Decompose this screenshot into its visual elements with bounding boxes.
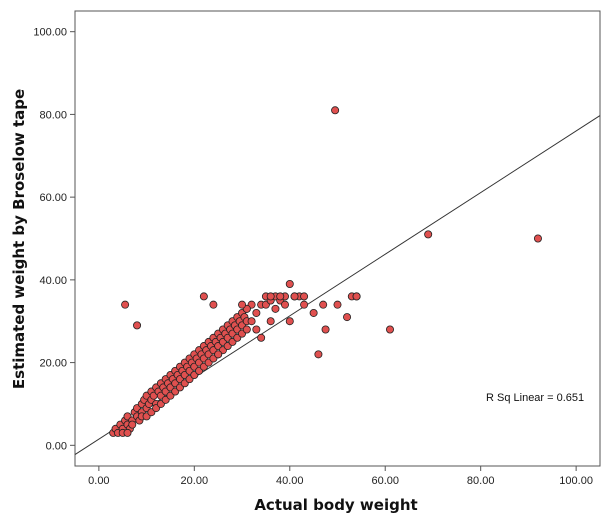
x-tick-label: 60.00 [371,475,399,487]
data-point [321,325,330,334]
data-point [333,300,342,309]
data-point [123,428,132,437]
data-point [271,304,280,313]
data-point [424,230,433,239]
data-point [276,292,285,301]
data-point [128,420,137,429]
data-point [285,317,294,326]
data-point [257,333,266,342]
data-point [214,350,223,359]
data-point [309,308,318,317]
data-point [352,292,361,301]
data-points [109,106,542,437]
y-axis-ticks: 0.00 20.00 40.00 60.00 80.00 100.00 [33,27,75,452]
y-tick-label: 100.00 [33,27,67,39]
data-point [331,106,340,115]
data-point [285,279,294,288]
data-point [242,325,251,334]
data-point [252,325,261,334]
data-point [199,292,208,301]
data-point [533,234,542,243]
x-tick-label: 80.00 [467,475,495,487]
data-point [247,317,256,326]
data-point [319,300,328,309]
x-tick-label: 20.00 [181,475,209,487]
data-point [385,325,394,334]
data-point [280,300,289,309]
x-axis-ticks: 0.00 20.00 40.00 60.00 80.00 100.00 [88,466,593,487]
data-point [121,300,130,309]
y-tick-label: 40.00 [39,275,67,287]
data-point [266,317,275,326]
y-tick-label: 60.00 [39,192,67,204]
x-tick-label: 0.00 [88,475,109,487]
y-axis-title: Estimated weight by Broselow tape [10,89,28,389]
y-tick-label: 0.00 [46,440,67,452]
x-tick-label: 100.00 [559,475,593,487]
data-point [209,300,218,309]
fit-annotation: R Sq Linear = 0.651 [486,392,584,404]
data-point [238,300,247,309]
data-point [300,292,309,301]
data-point [300,300,309,309]
data-point [314,350,323,359]
data-point [290,292,299,301]
data-point [343,313,352,322]
data-point [252,308,261,317]
x-axis-title: Actual body weight [254,496,417,514]
y-tick-label: 20.00 [39,358,67,370]
data-point [266,292,275,301]
data-point [133,321,142,330]
x-tick-label: 40.00 [276,475,304,487]
y-tick-label: 80.00 [39,109,67,121]
